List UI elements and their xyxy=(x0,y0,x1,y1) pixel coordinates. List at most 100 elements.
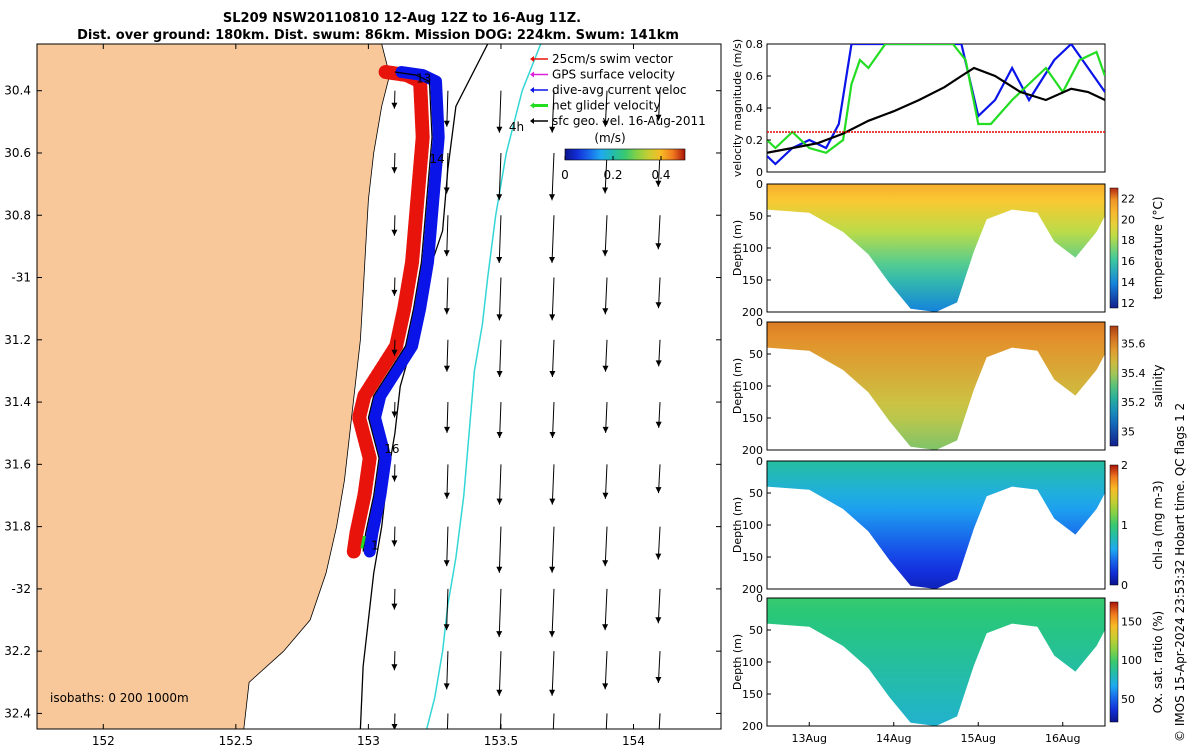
legend-label: GPS surface velocity xyxy=(552,68,675,82)
section-colorbar-tick-label: 12 xyxy=(1121,297,1135,310)
section-colorbar xyxy=(1109,187,1119,309)
section-ytick-label: 200 xyxy=(742,306,763,319)
surface-current-arrow xyxy=(605,713,608,729)
surface-current-arrow xyxy=(602,277,609,315)
section-ytick-label: 50 xyxy=(749,624,763,637)
section-colorbar-tick-label: 14 xyxy=(1121,276,1135,289)
temperature-section: 0 50 100 150 200 Depth (m) 12 14 16 18 20 22 tempera… xyxy=(731,178,1165,319)
section-colorbar xyxy=(1109,601,1119,723)
surface-current-arrow xyxy=(496,277,503,321)
surface-current-arrow xyxy=(602,464,609,499)
isobath-1000m xyxy=(425,44,542,729)
surface-current-arrow xyxy=(602,588,609,631)
map-xtick-label: 152 xyxy=(92,734,115,748)
surface-current-arrow xyxy=(391,90,398,109)
section-xtick-label: 15Aug xyxy=(961,732,996,745)
section-colorbar-tick-label: 35.6 xyxy=(1121,338,1146,351)
section-colorbar-tick-label: 2 xyxy=(1121,459,1128,472)
surface-current-arrow xyxy=(443,90,450,127)
surface-current-arrow xyxy=(496,526,503,573)
swim-vector-band xyxy=(346,65,430,559)
surface-current-arrow xyxy=(655,215,662,250)
surface-current-arrow xyxy=(496,339,503,378)
section-ytick-label: 150 xyxy=(742,274,763,287)
section-xtick-label: 14Aug xyxy=(876,732,911,745)
velocity-ytick-label: 0.2 xyxy=(746,134,764,147)
velocity-series-line xyxy=(767,44,1105,155)
section-ytick-label: 200 xyxy=(742,720,763,733)
surface-current-arrow xyxy=(391,651,398,671)
salinity-section: 0 50 100 150 200 Depth (m) 35 35.2 35.4 35.6 salin… xyxy=(731,316,1165,457)
legend-arrowhead xyxy=(530,87,534,93)
surface-current-arrow xyxy=(549,152,555,201)
section-colorbar-tick-label: 35 xyxy=(1121,425,1135,438)
velocity-panel-frame xyxy=(766,43,1106,173)
day-marker-label: 16 xyxy=(384,442,399,456)
surface-current-arrow xyxy=(496,464,503,505)
surface-current-arrow xyxy=(391,339,398,356)
surface-current-arrow xyxy=(391,402,398,418)
section-colorbar xyxy=(1109,325,1119,447)
section-ytick-label: 150 xyxy=(742,412,763,425)
section-colorbar-tick-label: 35.2 xyxy=(1121,396,1146,409)
surface-current-arrow xyxy=(443,152,450,194)
day-marker-label: 13 xyxy=(416,71,431,85)
section-ytick-label: 0 xyxy=(756,455,763,468)
surface-current-arrow xyxy=(496,651,503,696)
day-marker-label: 1 xyxy=(371,538,379,552)
surface-current-arrow xyxy=(655,651,662,684)
surface-current-arrow xyxy=(549,588,555,638)
chlorophyll-section: 0 50 100 150 200 Depth (m) 0 1 2 chl-a (mg m-3) xyxy=(731,455,1165,596)
section-ytick-label: 150 xyxy=(742,551,763,564)
section-ytick-label: 0 xyxy=(756,592,763,605)
surface-current-arrow xyxy=(496,402,503,439)
surface-current-arrow xyxy=(443,277,450,315)
legend-label: dive-avg current veloc xyxy=(552,83,687,97)
section-ytick-label: 100 xyxy=(742,380,763,393)
section-colorbar-tick-label: 50 xyxy=(1121,693,1135,706)
section-colorbar-tick-label: 20 xyxy=(1121,213,1135,226)
section-colorbar xyxy=(1109,464,1119,586)
section-xtick-label: 16Aug xyxy=(1045,732,1080,745)
surface-current-arrow xyxy=(549,90,556,133)
section-fill xyxy=(767,598,1105,726)
surface-current-arrow xyxy=(499,713,502,729)
surface-current-arrow xyxy=(602,651,609,690)
surface-current-arrow xyxy=(496,90,503,133)
map-ytick-label: 31.2 xyxy=(4,333,31,347)
section-fill xyxy=(767,322,1105,450)
legend-arrowhead xyxy=(530,71,534,78)
surface-current-arrow xyxy=(443,526,450,567)
speed-colorbar xyxy=(564,148,686,161)
section-ytick-label: 100 xyxy=(742,656,763,669)
surface-current-arrow xyxy=(549,651,556,696)
section-ytick-label: 0 xyxy=(756,178,763,191)
map-ytick-label: 32.2 xyxy=(4,644,31,658)
surface-current-arrow xyxy=(655,526,662,560)
section-colorbar-tick-label: 22 xyxy=(1121,192,1135,205)
section-colorbar-tick-label: 0 xyxy=(1121,579,1128,592)
velocity-series xyxy=(767,44,1105,166)
surface-current-arrow xyxy=(549,277,556,321)
map-legend: 25cm/s swim vector GPS surface velocitydi… xyxy=(530,52,706,128)
map-annotation: 4h xyxy=(509,120,524,134)
map-xtick-label: 152.5 xyxy=(219,734,253,748)
section-ytick-label: 50 xyxy=(749,348,763,361)
legend-label: 25cm/s swim vector xyxy=(552,52,673,66)
section-colorbar-tick-label: 1 xyxy=(1121,519,1128,532)
surface-current-arrow xyxy=(655,588,662,624)
section-colorbar-tick-label: 16 xyxy=(1121,255,1135,268)
surface-current-vectors xyxy=(391,90,662,729)
map-ytick-label: 30.4 xyxy=(4,84,31,98)
surface-current-arrow xyxy=(443,339,450,372)
surface-current-arrow xyxy=(391,277,398,296)
surface-current-arrow xyxy=(549,526,556,573)
surface-current-arrow xyxy=(602,526,609,567)
surface-current-arrow xyxy=(552,713,555,729)
section-colorbar-label: Ox. sat. ratio (%) xyxy=(1151,611,1165,713)
surface-current-arrow xyxy=(391,526,398,547)
surface-current-arrow xyxy=(443,215,450,257)
day-markers: 13 14 16 1 4h xyxy=(371,71,524,552)
